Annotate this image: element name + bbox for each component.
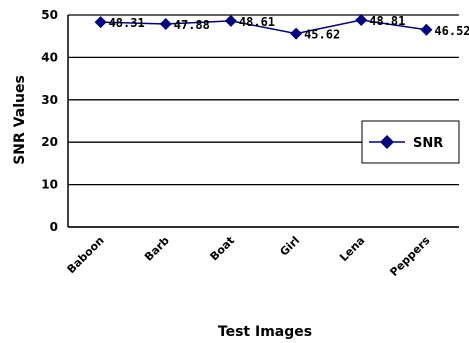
legend: SNR [361, 120, 460, 164]
data-point [420, 23, 433, 36]
y-axis-tick-labels: 0 10 20 30 40 50 [41, 8, 58, 234]
x-category-label: Peppers [387, 234, 432, 279]
x-category-label: Barb [142, 234, 172, 264]
y-tick-label: 20 [41, 135, 58, 149]
series-snr [94, 14, 433, 40]
data-labels: 48.31 47.88 48.61 45.62 48.81 46.52 [109, 14, 469, 42]
data-label: 48.31 [109, 16, 145, 30]
y-tick-label: 0 [50, 220, 58, 234]
data-point [94, 16, 107, 29]
legend-marker [380, 135, 394, 149]
x-category-label: Lena [337, 234, 367, 264]
x-axis-title: Test Images [218, 324, 312, 340]
x-category-label: Baboon [65, 234, 107, 276]
y-tick-label: 40 [41, 50, 58, 64]
data-label: 45.62 [304, 28, 340, 42]
data-label: 48.81 [369, 14, 405, 28]
y-tick-label: 50 [41, 8, 58, 22]
y-tick-label: 30 [41, 93, 58, 107]
x-category-label: Girl [277, 234, 302, 259]
x-category-label: Boat [208, 234, 237, 263]
data-label: 47.88 [174, 18, 210, 32]
legend-label-snr: SNR [413, 136, 443, 151]
data-label: 46.52 [434, 24, 469, 38]
data-point [159, 17, 172, 30]
y-axis-title: SNR Values [12, 75, 28, 165]
y-tick-label: 10 [41, 178, 58, 192]
data-point [355, 14, 368, 27]
data-point [290, 27, 303, 40]
data-label: 48.61 [239, 15, 275, 29]
x-axis-category-labels: Baboon Barb Boat Girl Lena Peppers [65, 234, 433, 279]
data-point [224, 14, 237, 27]
series-line-snr [100, 19, 427, 35]
